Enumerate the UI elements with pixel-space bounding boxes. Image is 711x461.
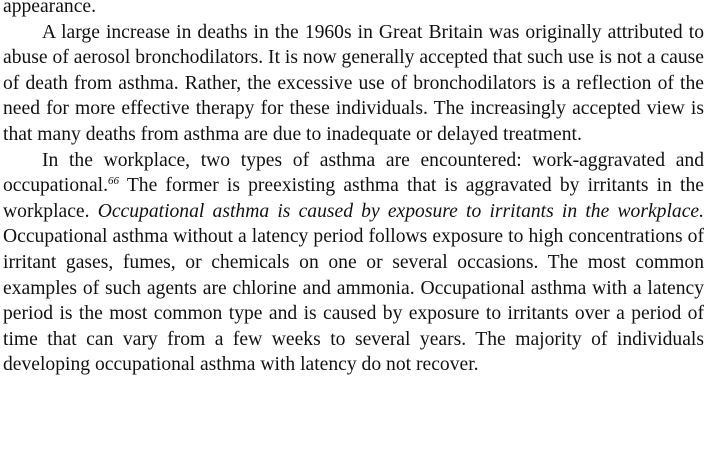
paragraph-continuation: appearance. (3, 0, 704, 20)
paragraph-text: appearance. (3, 0, 96, 17)
paragraph-bronchodilators: A large increase in deaths in the 1960s … (3, 20, 704, 148)
paragraph-text: In the workplace, two types of asthma ar… (3, 149, 704, 197)
document-page: appearance. A large increase in deaths i… (3, 0, 704, 378)
paragraph-text: A large increase in deaths in the 1960s … (3, 21, 704, 145)
paragraph-text: Occupational asthma without a latency pe… (3, 226, 704, 376)
footnote-reference: 66 (108, 175, 120, 188)
italic-definition: Occupational asthma is caused by exposur… (97, 200, 704, 222)
paragraph-text: The former is preexisting asthma that is… (3, 175, 704, 222)
paragraph-workplace-asthma: In the workplace, two types of asthma ar… (3, 148, 704, 378)
